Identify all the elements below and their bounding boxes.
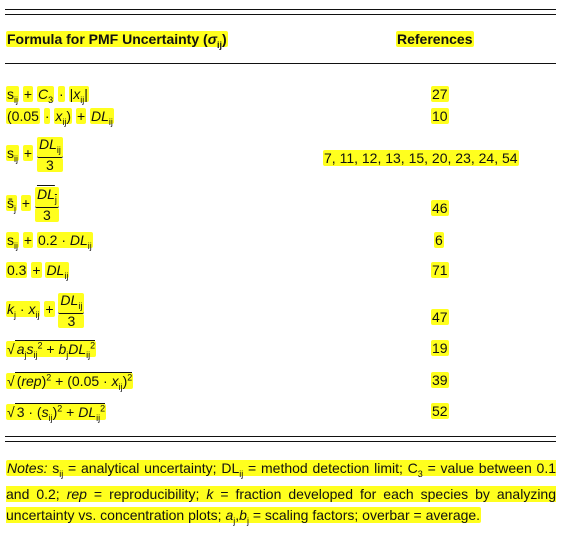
refs-row-5: 6 bbox=[434, 232, 444, 248]
formula-row-5: sij + 0.2 · DLij bbox=[6, 232, 93, 251]
refs-row-10: 52 bbox=[431, 403, 449, 419]
formula-row-3: sij + DLij 3 bbox=[6, 136, 63, 173]
refs-row-2: 10 bbox=[431, 108, 449, 124]
refs-row-3: 7, 11, 12, 13, 15, 20, 23, 24, 54 bbox=[323, 150, 519, 166]
formula-row-7: kj · xij + DLij 3 bbox=[6, 292, 85, 329]
header-rule bbox=[5, 63, 556, 64]
refs-row-6: 71 bbox=[431, 262, 449, 278]
formula-row-9: √ (rep)2 + (0.05 · xij)2 bbox=[6, 371, 134, 392]
refs-row-4: 46 bbox=[431, 200, 449, 216]
formula-row-6: 0.3 + DLij bbox=[6, 262, 70, 281]
refs-row-9: 39 bbox=[431, 372, 449, 388]
refs-row-7: 47 bbox=[431, 309, 449, 325]
header-formula: Formula for PMF Uncertainty (σij) bbox=[6, 31, 228, 50]
formula-row-1: sij + C3 · |xij| bbox=[6, 86, 89, 105]
refs-row-1: 27 bbox=[431, 86, 449, 102]
refs-row-8: 19 bbox=[431, 340, 449, 356]
formula-row-2: (0.05 · xij) + DLij bbox=[6, 108, 114, 127]
table-notes: Notes: sij = analytical uncertainty; DLi… bbox=[6, 460, 557, 526]
header-references: References bbox=[396, 31, 474, 47]
formula-row-8: √ ajsij2 + bjDLij2 bbox=[6, 339, 97, 360]
formula-row-4: s̄j + DLj 3 bbox=[6, 186, 59, 223]
formula-row-10: √ 3 · (sij)2 + DLij2 bbox=[6, 402, 107, 423]
